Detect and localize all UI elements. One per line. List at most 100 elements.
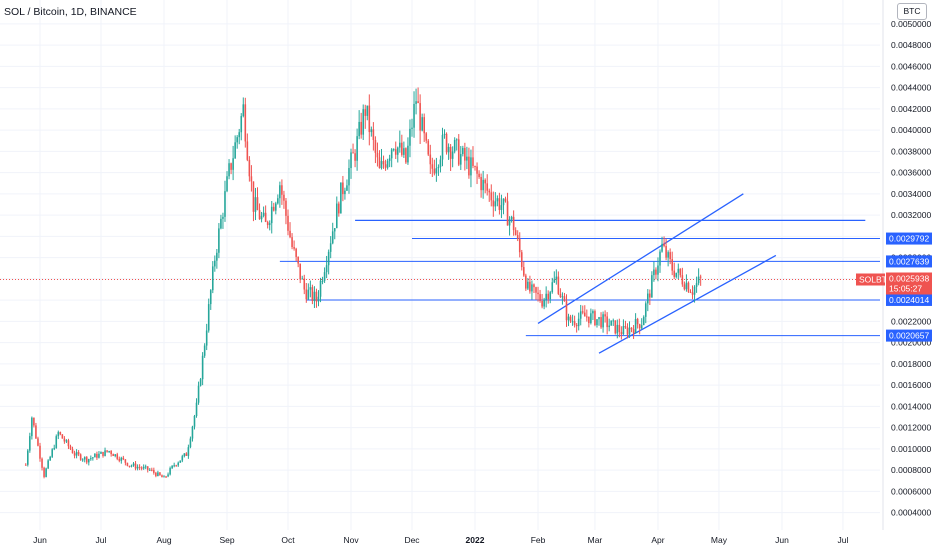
time-tick-label: Jul [838,535,849,545]
candle [305,282,308,303]
candle [472,146,474,169]
candle [518,232,521,258]
candle [543,297,545,310]
candle [134,461,137,471]
candle [155,471,157,478]
candle [65,439,68,444]
candle [490,184,493,207]
candle [195,398,198,418]
time-tick-label: Dec [404,535,420,545]
time-tick-label: Jun [775,535,789,545]
candle [382,155,385,169]
svg-text:0.0029792: 0.0029792 [889,234,929,244]
trend-line[interactable] [598,254,777,354]
svg-text:0.0027639: 0.0027639 [889,256,929,266]
candle [512,210,515,236]
candle [541,293,543,309]
candle [557,271,560,296]
candle [211,261,214,294]
bar-countdown: 15:05:27 [889,284,922,294]
candle [209,289,212,310]
time-axis[interactable]: Jun Jul Aug Sep Oct Nov Dec 2022 Feb Mar Apr May Jun… [33,535,848,545]
candle [616,319,619,339]
candle [663,236,665,248]
candle [669,248,671,265]
symbol-tag: SOLBTC [856,273,893,286]
candle [335,196,338,229]
candle [559,288,562,298]
candle [443,129,446,139]
price-tick-label: 0.0040000 [891,125,931,135]
candle [262,206,265,218]
candle [368,94,371,146]
candle [342,175,344,202]
candle [563,292,566,302]
candle [508,216,511,236]
candle [586,309,588,322]
candle [201,352,204,386]
candle [677,263,680,280]
price-tick-label: 0.0014000 [891,401,931,411]
level-price-label: 0.0029792 [886,232,932,245]
candle [470,149,472,188]
candle [457,134,460,167]
candle [374,136,377,164]
candle [618,318,621,338]
candle [634,313,637,334]
candle [596,319,598,328]
candle [525,273,527,291]
candle [612,318,615,326]
time-tick-label: 2022 [466,535,485,545]
candle [140,466,143,471]
candle [685,274,688,292]
price-axis[interactable]: 0.0004000 0.0006000 0.0008000 0.0010000 0.00… [891,19,931,518]
price-tick-label: 0.0034000 [891,189,931,199]
candle [358,110,360,140]
candle [120,456,123,464]
candle [301,275,304,280]
candle [504,196,507,203]
candle [167,472,169,478]
candle [411,118,413,137]
candle [482,170,484,199]
candle [433,159,436,176]
candle [29,432,31,453]
candle [256,187,259,211]
currency-scale-button[interactable]: BTC [897,3,927,20]
candle [628,321,631,338]
candle [319,277,322,303]
time-tick-label: Aug [156,535,171,545]
candle [104,447,106,457]
candle [362,104,365,140]
candle [447,143,450,160]
candle [165,475,167,479]
candle [260,211,263,223]
candle [214,255,216,272]
candle [453,137,456,154]
candle [480,173,482,198]
candle [138,464,141,471]
drawn-levels [0,193,880,354]
candle [614,320,617,335]
candle [545,286,547,308]
candle [266,220,269,229]
candle [401,134,403,157]
candle [179,460,182,463]
candle [175,464,177,467]
candle [350,148,352,179]
trend-line[interactable] [537,193,744,325]
candle [388,154,391,168]
candle [248,156,251,182]
candle [126,462,129,467]
candle [468,147,470,179]
candle [191,425,194,442]
candle [285,197,287,225]
candle [352,143,354,154]
candle [419,94,421,144]
candle [620,326,623,340]
candle [372,122,375,151]
price-tick-label: 0.0012000 [891,423,931,433]
candle [128,465,131,468]
price-tick-label: 0.0008000 [891,465,931,475]
